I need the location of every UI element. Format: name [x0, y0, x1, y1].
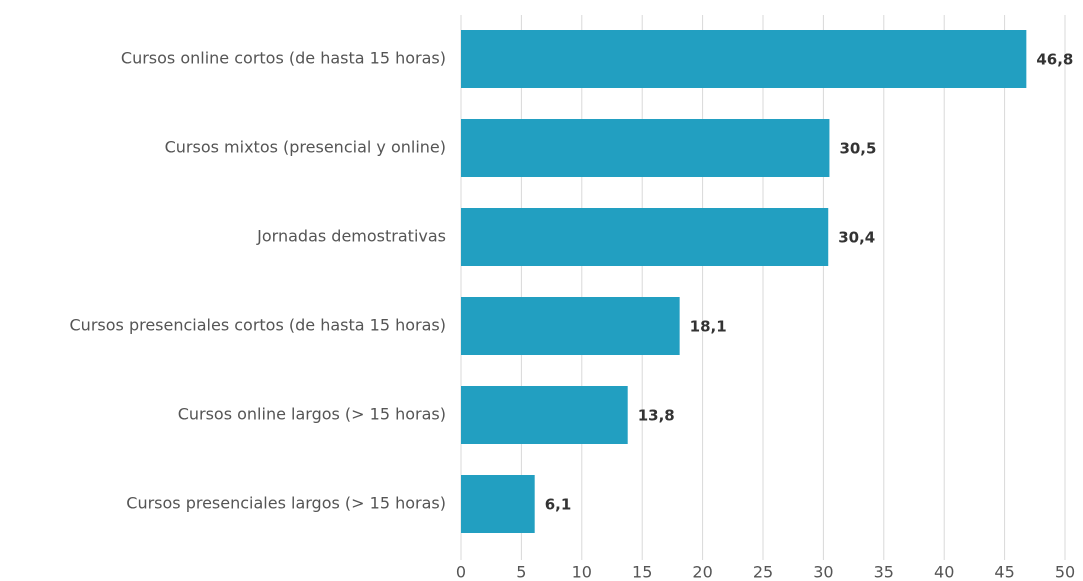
bar — [461, 30, 1027, 88]
value-label: 30,5 — [839, 140, 876, 158]
x-tick-label: 30 — [813, 563, 833, 581]
x-tick-label: 40 — [934, 563, 954, 581]
x-tick-label: 50 — [1055, 563, 1075, 581]
value-label: 18,1 — [690, 318, 727, 336]
category-label: Cursos presenciales cortos (de hasta 15 … — [70, 316, 447, 335]
bar — [461, 475, 535, 533]
value-label: 13,8 — [638, 407, 675, 425]
x-tick-label: 15 — [632, 563, 652, 581]
category-label: Jornadas demostrativas — [256, 227, 446, 246]
x-tick-label: 10 — [572, 563, 592, 581]
x-tick-label: 25 — [753, 563, 773, 581]
bar — [461, 297, 680, 355]
value-label: 6,1 — [545, 496, 572, 514]
category-label: Cursos online cortos (de hasta 15 horas) — [121, 49, 446, 68]
bar — [461, 208, 829, 266]
x-tick-label: 35 — [874, 563, 894, 581]
x-tick-label: 5 — [516, 563, 526, 581]
bar — [461, 119, 830, 177]
value-label: 30,4 — [838, 229, 875, 247]
value-label: 46,8 — [1036, 51, 1073, 69]
category-label: Cursos online largos (> 15 horas) — [178, 405, 446, 424]
category-label: Cursos mixtos (presencial y online) — [165, 138, 446, 157]
bar — [461, 386, 628, 444]
x-tick-label: 0 — [456, 563, 466, 581]
x-tick-label: 45 — [994, 563, 1014, 581]
category-label: Cursos presenciales largos (> 15 horas) — [126, 494, 446, 513]
x-tick-label: 20 — [692, 563, 712, 581]
